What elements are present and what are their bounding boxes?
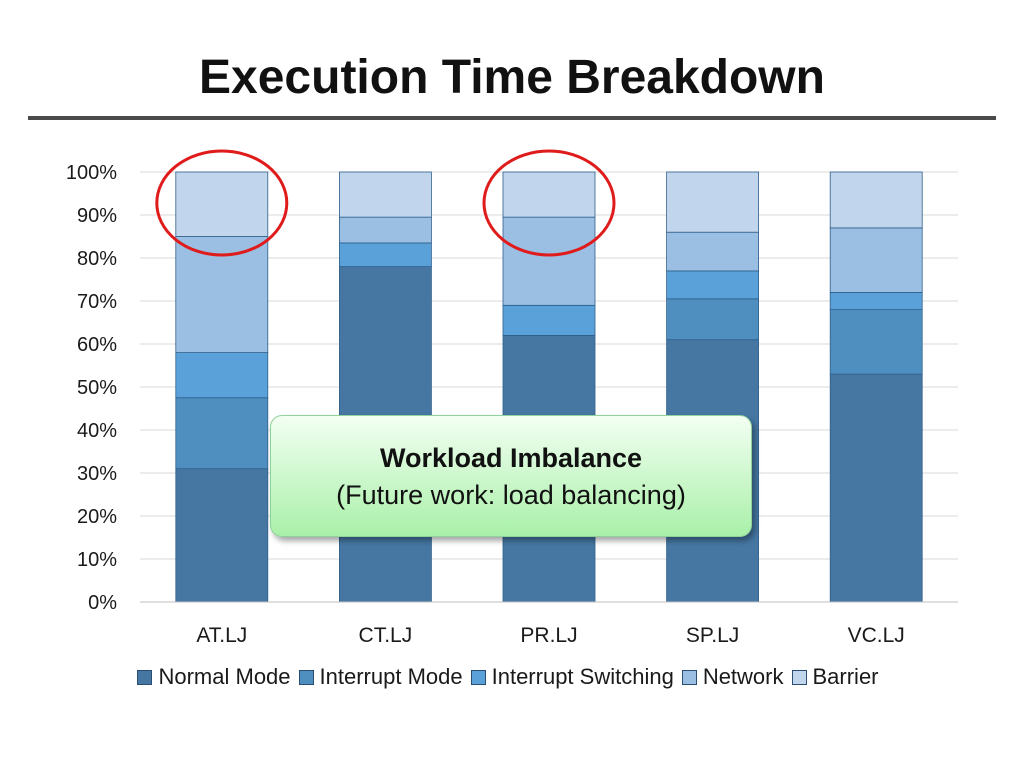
- x-tick-label: PR.LJ: [520, 624, 577, 647]
- title-divider: [28, 116, 996, 120]
- legend-item: Network: [681, 664, 784, 690]
- bar-segment: [338, 242, 432, 267]
- bar-segment: [666, 171, 759, 233]
- bar-segment: [829, 291, 923, 310]
- highlight-circle: [155, 149, 289, 257]
- bar-segment: [175, 352, 269, 399]
- bar-segment: [666, 298, 759, 341]
- legend-swatch: [298, 669, 314, 685]
- legend-item: Interrupt Switching: [470, 664, 674, 690]
- y-tick-label: 100%: [66, 162, 117, 184]
- bar-segment: [338, 216, 432, 244]
- y-tick-label: 30%: [77, 463, 117, 485]
- y-tick-label: 50%: [77, 377, 117, 399]
- bar-segment: [829, 171, 923, 229]
- legend-item: Normal Mode: [137, 664, 291, 690]
- legend-item: Barrier: [791, 664, 879, 690]
- x-tick-label: SP.LJ: [686, 624, 739, 647]
- legend-label: Barrier: [812, 664, 879, 689]
- highlight-circle: [482, 149, 616, 257]
- legend-label: Interrupt Switching: [491, 664, 674, 689]
- bar-segment: [502, 171, 596, 218]
- y-tick-label: 40%: [77, 420, 117, 442]
- legend-label: Network: [702, 664, 784, 689]
- y-tick-label: 20%: [77, 506, 117, 528]
- legend-swatch: [470, 669, 486, 685]
- legend-swatch: [681, 669, 697, 685]
- bar-segment: [175, 397, 269, 470]
- x-tick-label: AT.LJ: [196, 624, 247, 647]
- bar-segment: [829, 309, 923, 375]
- callout-box: Workload Imbalance (Future work: load ba…: [270, 415, 752, 537]
- bar-segment: [666, 270, 759, 300]
- y-tick-label: 0%: [88, 592, 117, 614]
- callout-subtitle: (Future work: load balancing): [336, 480, 686, 510]
- legend-label: Interrupt Mode: [319, 664, 463, 689]
- y-tick-label: 80%: [77, 248, 117, 270]
- y-tick-label: 10%: [77, 549, 117, 571]
- bar-segment: [175, 468, 269, 603]
- y-tick-label: 60%: [77, 334, 117, 356]
- x-tick-label: CT.LJ: [359, 624, 413, 647]
- y-tick-label: 90%: [77, 205, 117, 227]
- bar-segment: [502, 304, 596, 336]
- y-tick-label: 70%: [77, 291, 117, 313]
- legend-swatch: [137, 669, 153, 685]
- bar-segment: [829, 227, 923, 293]
- bar-segment: [502, 216, 596, 306]
- legend-label: Normal Mode: [158, 664, 291, 689]
- bar-segment: [338, 171, 432, 218]
- legend-swatch: [791, 669, 807, 685]
- callout-title: Workload Imbalance: [379, 443, 643, 473]
- chart-legend: Normal Mode Interrupt Mode Interrupt Switc…: [0, 664, 1024, 690]
- bar-segment: [666, 231, 759, 272]
- slide-title: Execution Time Breakdown: [199, 51, 825, 104]
- bar-segment: [175, 171, 269, 237]
- x-tick-label: VC.LJ: [848, 624, 905, 647]
- bar-segment: [829, 373, 923, 603]
- legend-item: Interrupt Mode: [298, 664, 463, 690]
